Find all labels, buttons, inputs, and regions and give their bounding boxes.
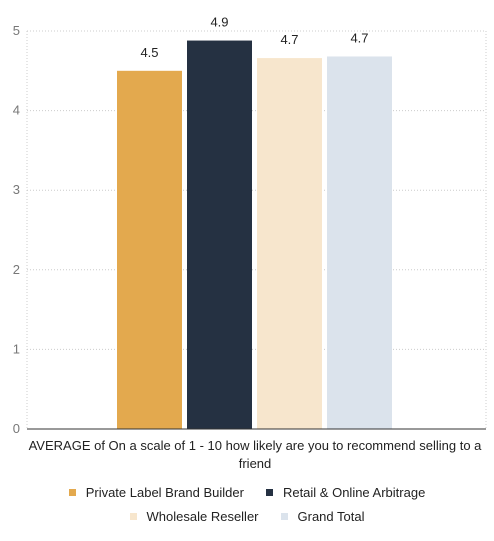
legend-label: Grand Total <box>297 509 365 524</box>
legend-label: Wholesale Reseller <box>146 509 259 524</box>
legend-swatch <box>280 513 288 520</box>
x-axis-label: AVERAGE of On a scale of 1 - 10 how like… <box>28 438 482 471</box>
legend-swatch <box>68 489 76 496</box>
y-tick-label: 2 <box>13 262 20 277</box>
legend-item-grand-total[interactable]: Grand Total <box>280 509 365 524</box>
bar <box>117 70 182 430</box>
y-tick-label: 5 <box>13 23 20 38</box>
data-label: 4.7 <box>350 30 368 45</box>
legend-label: Private Label Brand Builder <box>85 485 244 500</box>
legend-swatch <box>265 489 273 496</box>
legend-row-1: Private Label Brand Builder Retail & Onl… <box>0 485 494 500</box>
y-tick-label: 4 <box>13 103 20 118</box>
data-label: 4.7 <box>280 32 298 47</box>
y-tick-label: 0 <box>13 421 20 435</box>
bar <box>327 56 392 430</box>
legend-row-2: Wholesale Reseller Grand Total <box>0 509 494 524</box>
legend-item-private-label[interactable]: Private Label Brand Builder <box>68 485 244 500</box>
legend-item-wholesale[interactable]: Wholesale Reseller <box>129 509 259 524</box>
legend: Private Label Brand Builder Retail & Onl… <box>0 485 494 533</box>
bar <box>187 40 252 429</box>
data-label: 4.5 <box>140 45 158 60</box>
legend-swatch <box>129 513 137 520</box>
legend-item-retail-arbitrage[interactable]: Retail & Online Arbitrage <box>265 485 426 500</box>
y-tick-label: 1 <box>13 341 20 356</box>
bar-chart: 0 1 2 3 4 5 4.5 4.9 4.7 4.7 <box>13 15 487 435</box>
bar <box>257 58 322 430</box>
data-label: 4.9 <box>210 15 228 30</box>
y-tick-label: 3 <box>13 182 20 197</box>
legend-label: Retail & Online Arbitrage <box>282 485 426 500</box>
